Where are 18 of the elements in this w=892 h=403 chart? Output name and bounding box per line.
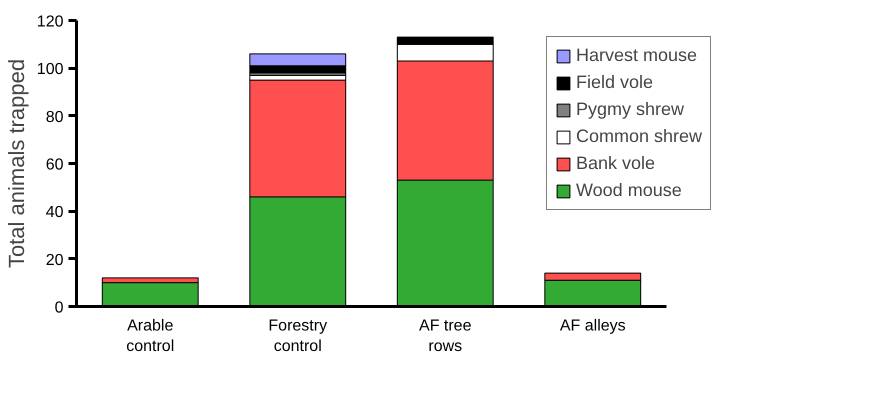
x-tick-label: Arable control <box>126 318 174 355</box>
legend-label: Common shrew <box>576 126 702 147</box>
legend-label: Field vole <box>576 72 654 93</box>
y-tick-label: 120 <box>36 14 64 30</box>
legend-label: Pygmy shrew <box>576 99 684 120</box>
y-tick-label: 40 <box>46 204 64 222</box>
legend-label: Wood mouse <box>576 180 682 201</box>
y-tick-label: 80 <box>46 108 64 126</box>
x-tick-label: AF alleys <box>560 318 626 334</box>
y-tick-label: 100 <box>36 61 64 78</box>
y-tick-label: 0 <box>54 300 64 316</box>
y-tick-label: 60 <box>46 156 64 174</box>
y-tick-label: 20 <box>46 252 64 269</box>
legend-label: Harvest mouse <box>576 45 698 66</box>
y-axis-title: Total animals trapped <box>4 58 29 268</box>
legend-label: Bank vole <box>576 153 656 174</box>
x-tick-label: AF tree rows <box>419 318 472 355</box>
x-tick-label: Forestry control <box>268 318 328 355</box>
